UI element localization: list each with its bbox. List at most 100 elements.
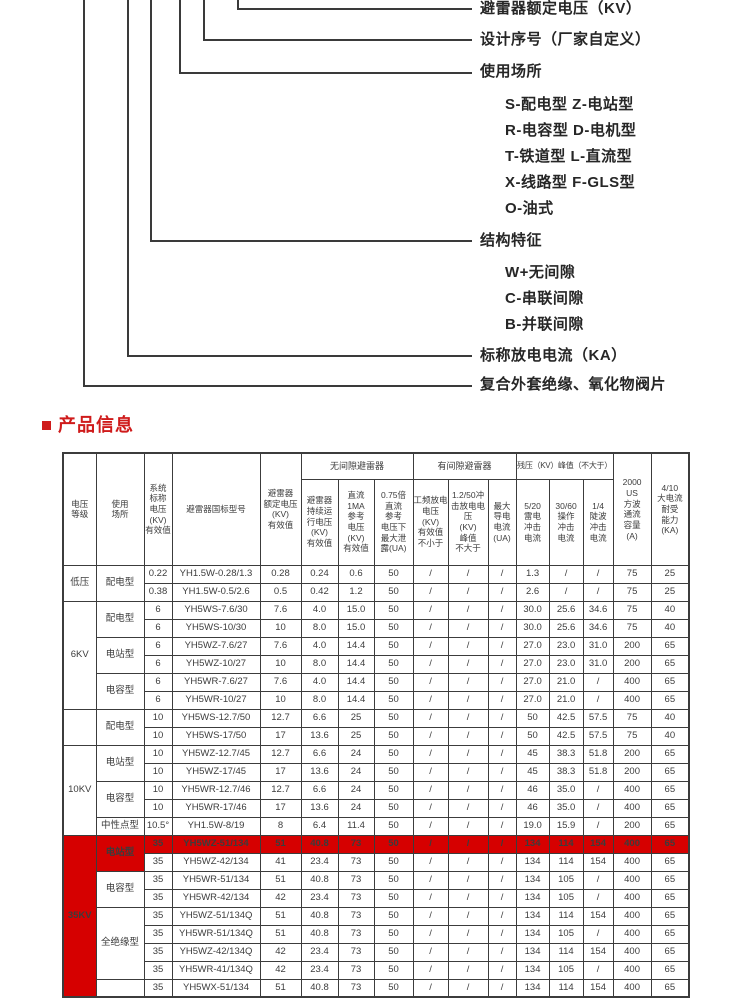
spec-value-cell: / xyxy=(412,906,449,926)
spec-value-cell: / xyxy=(412,600,449,620)
table-row: 电站型 6 YH5WZ-7.6/27 7.6 4.0 14.4 50///27.0 23.0 3… xyxy=(63,636,690,674)
group-header-gapped: 有间隙避雷器 xyxy=(412,452,517,480)
diagram-line xyxy=(237,8,472,10)
spec-value-cell: 200 xyxy=(612,816,652,836)
spec-value-cell: 75 xyxy=(612,564,652,584)
spec-value-cell: 200 xyxy=(612,636,652,656)
table-row: 10 YH5WS-17/50 17 13.6 25 50///50 42.5 57.5 75 40 xyxy=(63,726,690,746)
spec-value-cell: 134 xyxy=(515,834,550,854)
diagram-line xyxy=(150,240,472,242)
spec-value-cell: 38.3 xyxy=(548,744,584,764)
spec-value-cell: 7.6 xyxy=(259,636,302,656)
usage-place-cell: 电容型 xyxy=(95,780,145,818)
table-row: 6 YH5WS-10/30 10 8.0 15.0 50///30.0 25.6 34.6 75… xyxy=(63,618,690,638)
spec-value-cell: / xyxy=(447,690,489,710)
spec-value-cell: 35.0 xyxy=(548,798,584,818)
spec-value-cell: 57.5 xyxy=(582,708,614,728)
spec-value-cell: 400 xyxy=(612,906,652,926)
diagram-line xyxy=(179,0,181,74)
spec-value-cell: 50 xyxy=(373,978,414,998)
spec-value-cell: 400 xyxy=(612,924,652,944)
spec-value-cell: 65 xyxy=(650,906,690,926)
spec-value-cell: 50 xyxy=(373,708,414,728)
spec-value-cell: 400 xyxy=(612,798,652,818)
spec-value-cell: 35 xyxy=(143,852,173,872)
spec-value-cell: 11.4 xyxy=(337,816,375,836)
diagram-line xyxy=(203,39,472,41)
spec-value-cell: 73 xyxy=(337,924,375,944)
spec-value-cell: 114 xyxy=(548,852,584,872)
spec-value-cell: 17 xyxy=(259,762,302,782)
spec-value-cell: 6.6 xyxy=(300,780,339,800)
spec-value-cell: 65 xyxy=(650,780,690,800)
table-row: 电容型 6 YH5WR-7.6/27 7.6 4.0 14.4 50///27.0 21.0/… xyxy=(63,672,690,710)
spec-value-cell: 4.0 xyxy=(300,600,339,620)
table-row: 35 YH5WR-51/134Q 51 40.8 73 50///134 105/400 65 xyxy=(63,924,690,944)
spec-value-cell: / xyxy=(447,762,489,782)
spec-value-cell: / xyxy=(487,906,517,926)
spec-value-cell: 50 xyxy=(373,564,414,584)
spec-value-cell: 25 xyxy=(337,726,375,746)
spec-value-cell: / xyxy=(412,852,449,872)
spec-value-cell: 23.4 xyxy=(300,888,339,908)
spec-value-cell: / xyxy=(412,564,449,584)
spec-value-cell: / xyxy=(447,564,489,584)
spec-value-cell: 24 xyxy=(337,798,375,818)
spec-value-cell: 35 xyxy=(143,870,173,890)
spec-value-cell: / xyxy=(487,798,517,818)
spec-value-cell: 50 xyxy=(373,906,414,926)
spec-value-cell: 46 xyxy=(515,780,550,800)
spec-value-cell: 134 xyxy=(515,960,550,980)
spec-value-cell: / xyxy=(447,816,489,836)
spec-value-cell: YH5WS-10/30 xyxy=(171,618,261,638)
spec-value-cell: 50 xyxy=(373,816,414,836)
table-row: 35 YH5WX-51/134 51 40.8 73 50///134 114 154 400 6… xyxy=(63,978,690,998)
spec-value-cell: 73 xyxy=(337,960,375,980)
spec-value-cell: / xyxy=(412,690,449,710)
spec-value-cell: 45 xyxy=(515,762,550,782)
spec-value-cell: / xyxy=(582,960,614,980)
spec-value-cell: 6.6 xyxy=(300,744,339,764)
spec-value-cell: 38.3 xyxy=(548,762,584,782)
spec-value-cell: / xyxy=(447,726,489,746)
spec-value-cell: / xyxy=(487,690,517,710)
spec-value-cell: 21.0 xyxy=(548,672,584,692)
header-high-current: 4/10 大电流 耐受 能力 (KA) xyxy=(650,452,690,566)
spec-value-cell: 134 xyxy=(515,924,550,944)
spec-value-cell: YH5WZ-42/134Q xyxy=(171,942,261,962)
spec-value-cell: 200 xyxy=(612,654,652,674)
spec-value-cell: / xyxy=(412,654,449,674)
header-dc-1ma: 直流 1MA 参考 电压 (KV) 有效值 xyxy=(337,478,375,566)
spec-value-cell: 65 xyxy=(650,960,690,980)
spec-value-cell: 40.8 xyxy=(300,870,339,890)
spec-value-cell: / xyxy=(447,582,489,602)
spec-value-cell: 75 xyxy=(612,708,652,728)
spec-value-cell: 10 xyxy=(143,708,173,728)
table-row: 6KV 配电型 6 YH5WS-7.6/30 7.6 4.0 15.0 50///30.0 25… xyxy=(62,600,690,710)
spec-value-cell: 65 xyxy=(650,744,690,764)
spec-value-cell: 40.8 xyxy=(300,906,339,926)
spec-value-cell: / xyxy=(582,924,614,944)
spec-value-cell: / xyxy=(447,942,489,962)
usage-place-cell: 电容型 xyxy=(95,672,145,710)
branch-label-structure: 结构特征 xyxy=(480,232,543,249)
spec-value-cell: / xyxy=(412,978,449,998)
spec-value-cell: 14.4 xyxy=(337,690,375,710)
header-switching-impulse: 30/60 操作 冲击 电流 xyxy=(548,478,584,566)
spec-value-cell: YH5WZ-12.7/45 xyxy=(171,744,261,764)
spec-value-cell: / xyxy=(447,888,489,908)
spec-value-cell: 50 xyxy=(373,960,414,980)
spec-value-cell: 8.0 xyxy=(300,618,339,638)
header-usage-place: 使用 场所 xyxy=(95,452,145,566)
spec-value-cell: 45 xyxy=(515,744,550,764)
group-header-residual: 残压（KV）峰值（不大于） xyxy=(515,452,614,480)
spec-value-cell: 75 xyxy=(612,726,652,746)
spec-value-cell: 42 xyxy=(259,888,302,908)
table-row: 低压 配电型 0.22 YH1.5W-0.28/1.3 0.28 0.24 0.6 50// /… xyxy=(62,564,690,602)
spec-value-cell: 10 xyxy=(259,618,302,638)
usage-place-cell: 中性点型 xyxy=(95,816,145,836)
spec-value-cell: 10 xyxy=(143,780,173,800)
header-max-conduction: 最大 导电 电流 (UA) xyxy=(487,478,517,566)
spec-value-cell: / xyxy=(487,762,517,782)
spec-value-cell: 50 xyxy=(373,762,414,782)
